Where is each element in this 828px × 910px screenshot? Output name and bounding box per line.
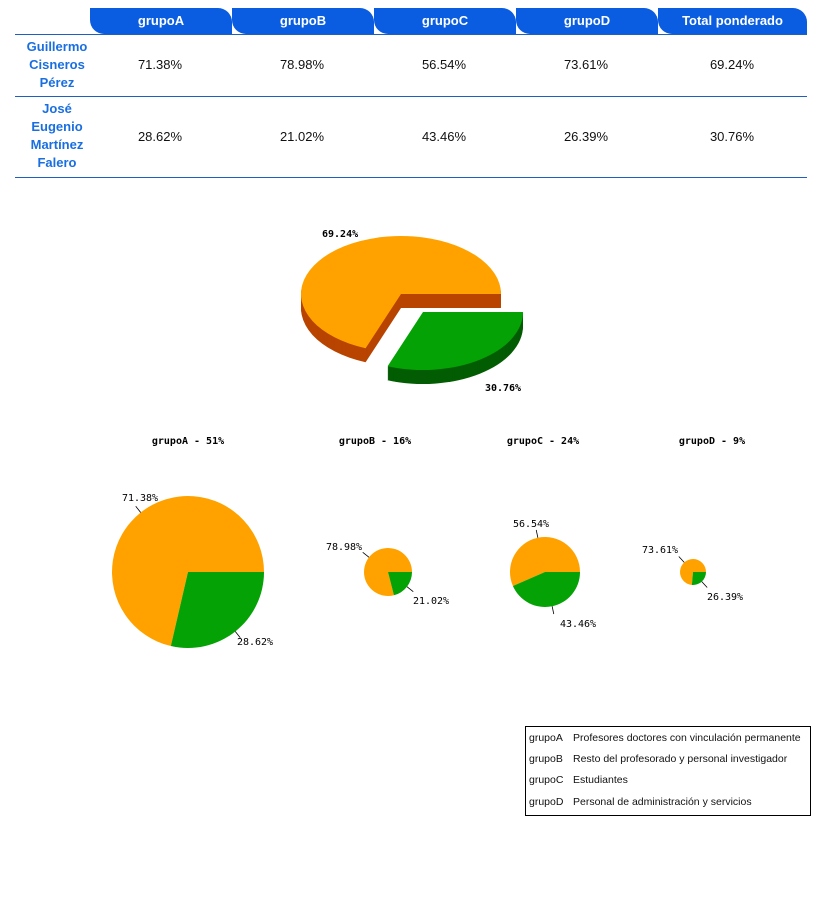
pie-slice: [388, 572, 412, 596]
chart-title: grupoB - 16%: [339, 436, 411, 447]
header-grupoA: grupoA: [90, 8, 232, 34]
name-line: José: [42, 101, 72, 116]
legend: grupoA Profesores doctores con vinculació…: [525, 726, 811, 816]
name-line: Eugenio: [31, 119, 83, 134]
pie-charts: 69.24% 30.76% grupoA - 51% 71.38% 28.62% grup…: [112, 229, 745, 648]
legend-desc: Resto del profesorado y personal investi…: [573, 753, 788, 765]
leader-line: [535, 529, 539, 538]
pie-label: 69.24%: [322, 229, 358, 240]
leader-line: [678, 556, 685, 563]
row-divider: [15, 177, 807, 178]
pie-label: 71.38%: [122, 493, 158, 504]
leader-line: [135, 505, 142, 513]
legend-item: grupoD Personal de administración y servi…: [529, 794, 752, 810]
legend-item: grupoC Estudiantes: [529, 772, 628, 788]
name-line: Cisneros: [29, 57, 85, 72]
table-cell: 43.46%: [421, 129, 467, 144]
legend-item: grupoA Profesores doctores con vinculació…: [529, 730, 801, 746]
table-cell: 73.61%: [563, 57, 609, 72]
legend-key: grupoC: [529, 774, 564, 786]
chart-title: grupoA - 51%: [152, 436, 224, 447]
legend-key: grupoB: [529, 753, 563, 765]
name-line: Martínez: [30, 137, 84, 152]
candidate-name: José Eugenio Martínez Falero: [15, 100, 99, 172]
legend-desc: Profesores doctores con vinculación perm…: [573, 732, 801, 744]
legend-item: grupoB Resto del profesorado y personal i…: [529, 751, 787, 767]
header-grupoD: grupoD: [516, 8, 658, 34]
chart-title: grupoC - 24%: [507, 436, 579, 447]
pie-slice: [509, 536, 580, 586]
table-cell: 26.39%: [563, 129, 609, 144]
pie-label: 43.46%: [560, 619, 596, 630]
pie-label: 78.98%: [326, 542, 362, 553]
legend-desc: Personal de administración y servicios: [573, 796, 752, 808]
legend-key: grupoA: [529, 732, 563, 744]
table-cell: 69.24%: [709, 57, 755, 72]
name-line: Pérez: [39, 75, 75, 90]
table-cell: 30.76%: [709, 129, 755, 144]
pie-slice: [512, 572, 580, 607]
pie-slice: [170, 572, 264, 648]
legend-desc: Estudiantes: [573, 774, 628, 786]
table-cell: 28.62%: [137, 129, 183, 144]
chart-title: grupoD - 9%: [679, 436, 745, 447]
name-line: Guillermo: [26, 39, 88, 54]
header-total-ponderado: Total ponderado: [658, 8, 807, 34]
header-grupoB: grupoB: [232, 8, 374, 34]
table-cell: 21.02%: [279, 129, 325, 144]
pie-label: 56.54%: [513, 519, 549, 530]
pie-label: 21.02%: [413, 596, 449, 607]
pie-label: 28.62%: [237, 637, 273, 648]
name-line: Falero: [37, 155, 77, 170]
table-cell: 56.54%: [421, 57, 467, 72]
leader-line: [406, 586, 414, 592]
header-divider: [15, 34, 807, 35]
pie-slice: [112, 496, 264, 647]
leader-line: [234, 631, 241, 639]
legend-key: grupoD: [529, 796, 564, 808]
leader-line: [701, 581, 708, 588]
pie-slice: [387, 312, 523, 370]
table-cell: 78.98%: [279, 57, 325, 72]
pie-label: 26.39%: [707, 592, 743, 603]
leader-line: [551, 606, 555, 615]
pie-label: 30.76%: [485, 383, 521, 394]
candidate-name: Guillermo Cisneros Pérez: [15, 38, 99, 92]
pie-slice: [301, 235, 501, 349]
pie-slice: [691, 572, 706, 585]
row-divider: [15, 96, 807, 97]
pie-slice: [679, 559, 706, 585]
pie-label: 73.61%: [642, 545, 678, 556]
leader-line: [362, 552, 370, 558]
table-cell: 71.38%: [137, 57, 183, 72]
header-grupoC: grupoC: [374, 8, 516, 34]
